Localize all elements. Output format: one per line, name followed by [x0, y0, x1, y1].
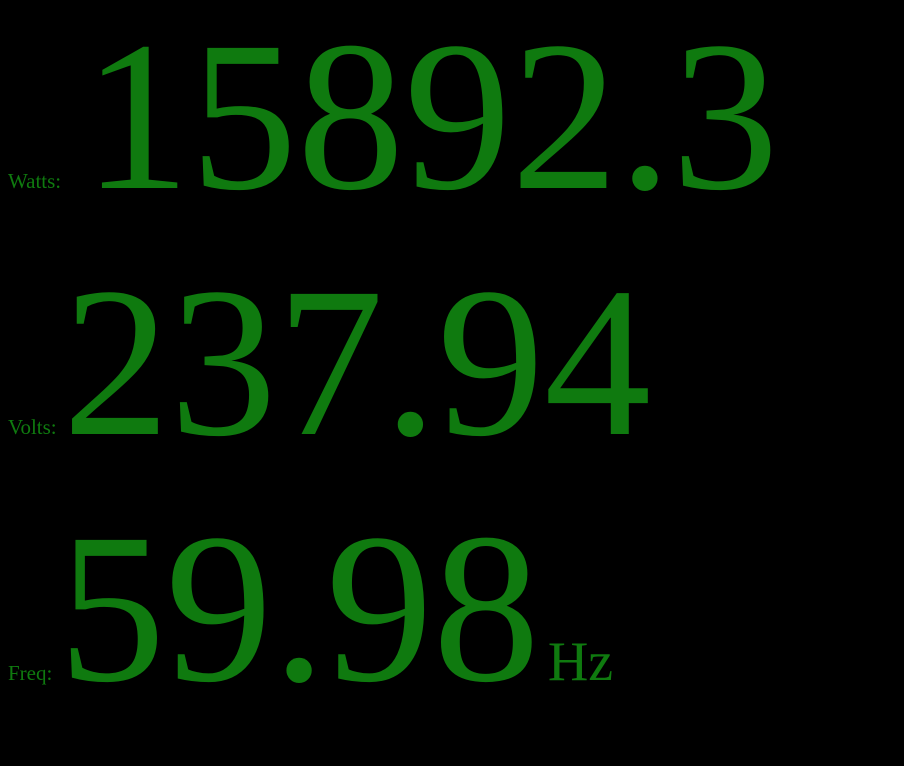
watts-label: Watts: — [8, 169, 62, 193]
volts-label: Volts: — [8, 415, 57, 439]
freq-label: Freq: — [8, 661, 53, 685]
freq-unit: Hz — [547, 631, 614, 693]
watts-value: 15892.3 — [83, 0, 779, 235]
freq-value: 59.98 — [58, 490, 540, 727]
freq-readout: Freq: 59.98 Hz — [0, 502, 613, 716]
volts-value: 237.94 — [62, 244, 652, 481]
watts-readout: Watts: 15892.3 — [0, 10, 779, 224]
volts-readout: Volts: 237.94 — [0, 256, 651, 470]
